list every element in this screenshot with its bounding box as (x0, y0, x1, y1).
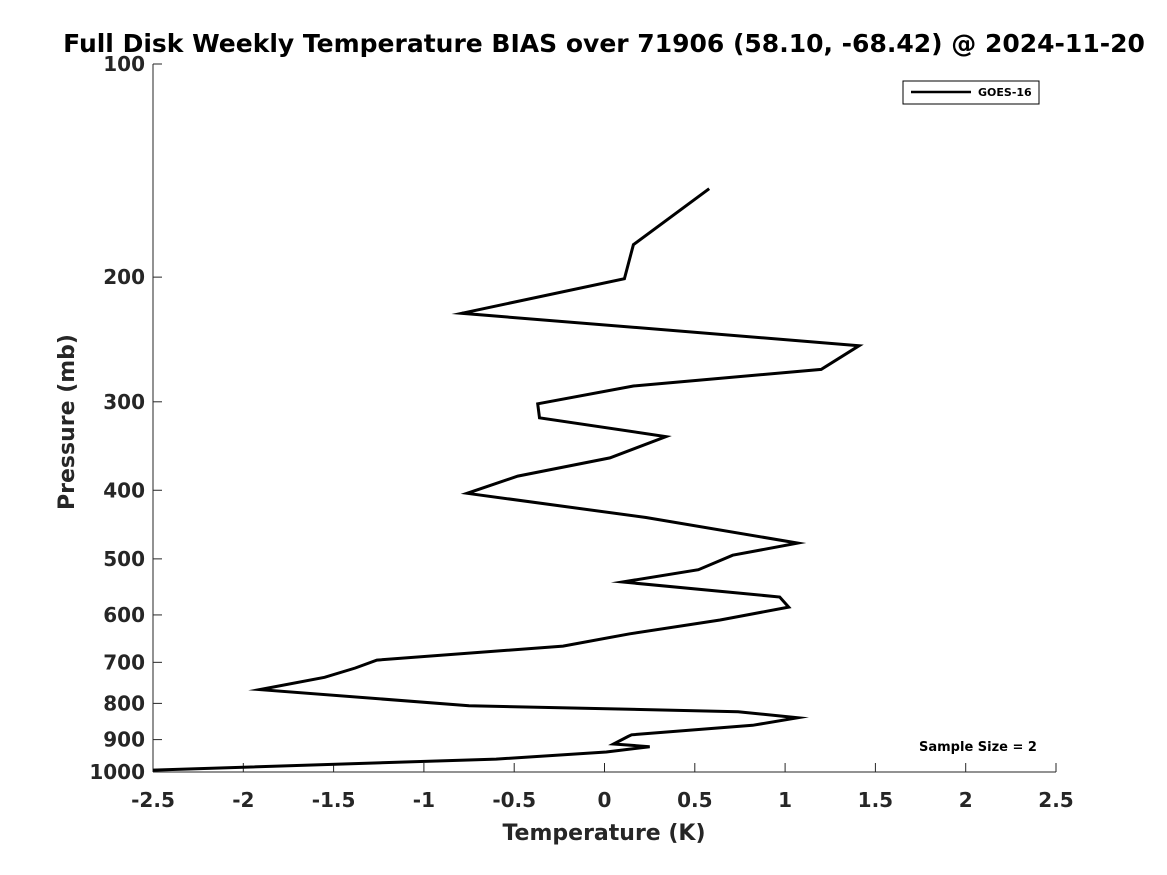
x-tick-label: 2.5 (1038, 788, 1073, 812)
x-tick-label: 1.5 (858, 788, 893, 812)
x-axis-label: Temperature (K) (502, 821, 705, 846)
y-tick-label: 1000 (89, 760, 145, 784)
y-tick-label: 900 (103, 728, 145, 752)
y-tick-label: 300 (103, 390, 145, 414)
y-tick-label: 100 (103, 52, 145, 76)
x-tick-label: -1 (413, 788, 435, 812)
y-tick-label: 600 (103, 603, 145, 627)
x-tick-label: 1 (778, 788, 792, 812)
y-tick-label: 500 (103, 547, 145, 571)
x-tick-label: 0.5 (677, 788, 712, 812)
x-tick-label: -0.5 (492, 788, 536, 812)
series-line-goes-16 (152, 187, 864, 772)
chart-title: Full Disk Weekly Temperature BIAS over 7… (63, 29, 1145, 58)
x-tick-label: -2 (232, 788, 254, 812)
x-tick-label: 2 (959, 788, 973, 812)
x-tick-label: -1.5 (312, 788, 356, 812)
x-tick-label: -2.5 (131, 788, 175, 812)
legend-label: GOES-16 (978, 86, 1032, 99)
y-tick-label: 400 (103, 478, 145, 502)
y-tick-label: 200 (103, 265, 145, 289)
y-tick-label: 700 (103, 650, 145, 674)
y-axis-label: Pressure (mb) (55, 334, 80, 510)
sample-size-annotation: Sample Size = 2 (919, 740, 1037, 755)
x-tick-label: 0 (598, 788, 612, 812)
plot-area: -2.5 -2 -1.5 -1 -0.5 0 0.5 1 1.5 2 2.5 100 200 300 400… (89, 52, 1073, 812)
y-tick-label: 800 (103, 691, 145, 715)
legend: GOES-16 (902, 80, 1040, 105)
